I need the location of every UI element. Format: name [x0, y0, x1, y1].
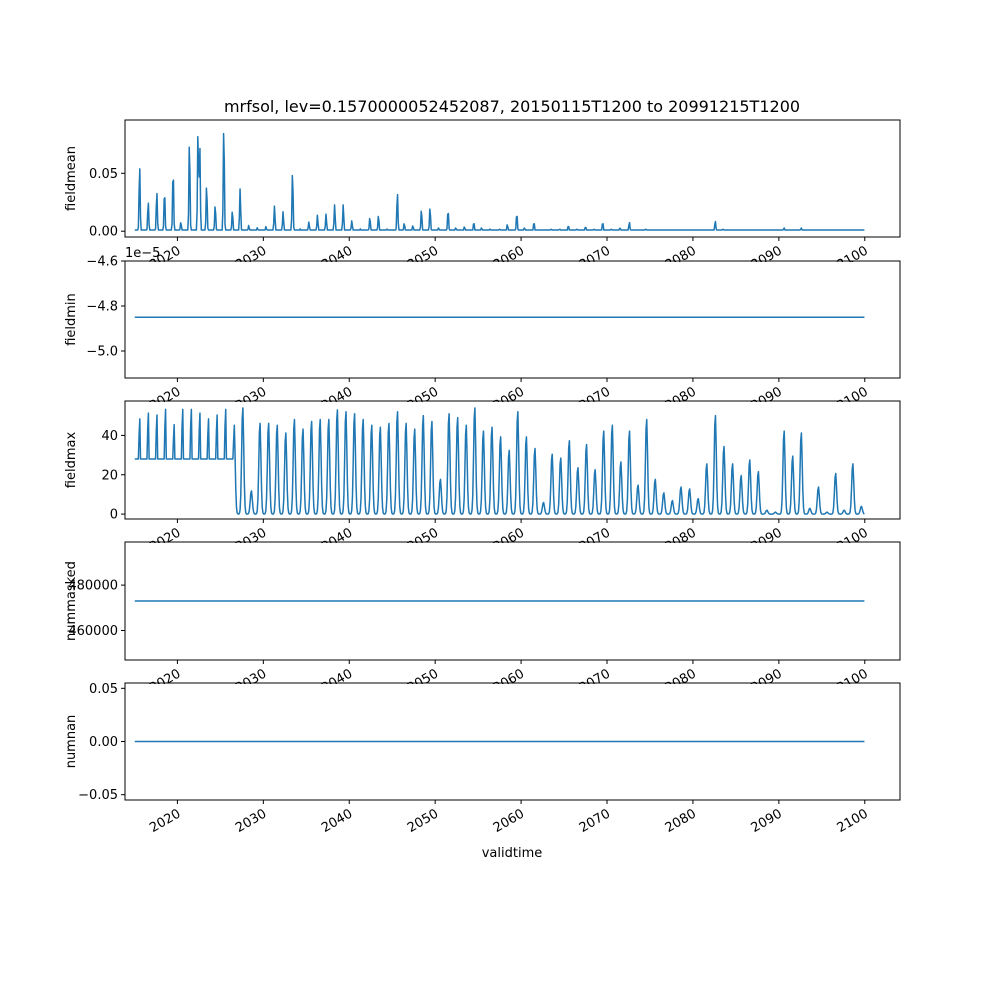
axes-background	[126, 262, 899, 377]
axes-background	[126, 402, 899, 518]
y-tick-label: 0.05	[89, 167, 118, 182]
y-tick-label: 0	[110, 508, 118, 523]
axes-frame-fieldmax	[124, 400, 901, 520]
y-tick-label: 0.00	[89, 735, 118, 750]
series-line-fieldmean	[134, 132, 865, 231]
x-tick-label: 2040	[319, 806, 355, 836]
x-tick-label: 2050	[405, 806, 441, 836]
x-tick-label: 2020	[147, 806, 183, 836]
chart-title: mrfsol, lev=0.1570000052452087, 20150115…	[224, 97, 800, 116]
axes-frame-nummasked	[124, 541, 901, 661]
y-tick-label: −0.05	[78, 788, 118, 803]
panel-numnan: −0.05 0.00 0.05 2020 2030 2040 2050 2060 2070 208…	[64, 682, 901, 836]
series-line-fieldmax	[134, 407, 865, 515]
y-offset-text: 1e−5	[125, 246, 160, 261]
x-tick-label: 2100	[835, 806, 871, 836]
x-tick-label: 2080	[663, 806, 699, 836]
y-axis-label: fieldmean	[64, 146, 79, 211]
x-tick-label: 2030	[233, 806, 269, 836]
x-tick-label: 2090	[749, 806, 785, 836]
y-axis-label: nummasked	[64, 561, 79, 641]
axes-frame-fieldmean	[124, 119, 901, 238]
y-tick-label: 20	[101, 468, 118, 483]
y-tick-label: 0.00	[89, 225, 118, 240]
y-tick-label: −4.6	[86, 255, 118, 270]
y-tick-label: 40	[101, 429, 118, 444]
y-axis-label: numnan	[64, 715, 79, 769]
y-axis-label: fieldmax	[64, 432, 79, 489]
axes-frame-fieldmin	[124, 260, 901, 379]
x-axis-label: validtime	[482, 846, 543, 861]
y-tick-label: 460000	[68, 624, 118, 639]
y-tick-label: −4.8	[86, 300, 118, 315]
y-tick-label: −5.0	[86, 345, 118, 360]
y-tick-label: 0.05	[89, 682, 118, 697]
y-tick-label: 480000	[68, 579, 118, 594]
x-tick-label: 2070	[577, 806, 613, 836]
y-axis-label: fieldmin	[64, 293, 79, 346]
x-tick-label: 2060	[491, 806, 527, 836]
